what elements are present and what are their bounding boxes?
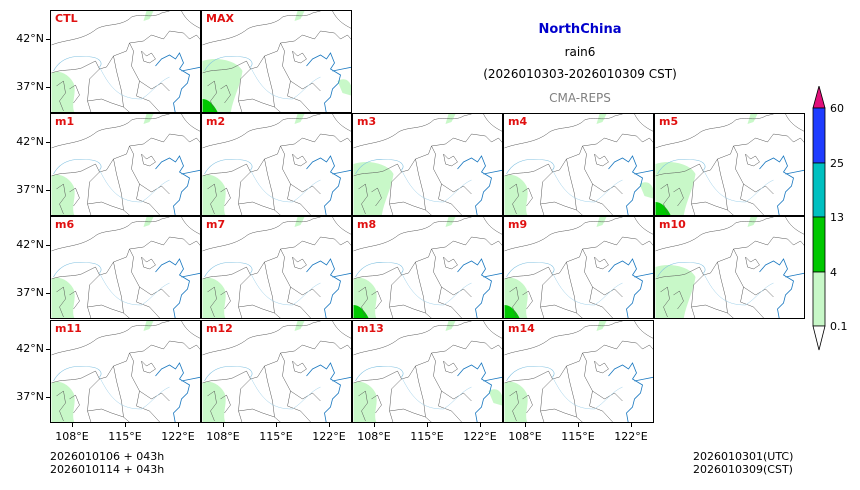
panel-label: m7 xyxy=(206,218,226,231)
x-tick-label: 108°E xyxy=(206,430,240,443)
colorbar-over-triangle xyxy=(812,86,826,109)
x-tick-label: 122°E xyxy=(614,430,648,443)
map-panel-m5: m5 xyxy=(654,113,805,216)
x-tick-mark xyxy=(125,423,126,427)
y-tick-label: 42°N xyxy=(16,135,44,148)
colorbar xyxy=(812,86,826,352)
map-panel-m2: m2 xyxy=(201,113,352,216)
panel-label: m1 xyxy=(55,115,75,128)
y-tick-mark xyxy=(46,245,50,246)
y-tick-label: 37°N xyxy=(16,390,44,403)
colorbar-level-25: 25 xyxy=(830,157,844,170)
panel-label: m4 xyxy=(508,115,528,128)
x-tick-label: 115°E xyxy=(108,430,142,443)
x-tick-label: 122°E xyxy=(312,430,346,443)
x-tick-mark xyxy=(329,423,330,427)
x-tick-label: 108°E xyxy=(55,430,89,443)
y-tick-label: 42°N xyxy=(16,342,44,355)
region-title: NorthChina xyxy=(538,22,622,37)
x-tick-mark xyxy=(276,423,277,427)
x-tick-label: 122°E xyxy=(463,430,497,443)
x-tick-label: 115°E xyxy=(259,430,293,443)
map-panel-m6: m6 xyxy=(50,216,201,319)
map-panel-m1: m1 xyxy=(50,113,201,216)
x-tick-mark xyxy=(480,423,481,427)
panel-label: m11 xyxy=(55,322,82,335)
x-tick-label: 108°E xyxy=(508,430,542,443)
map-panel-m7: m7 xyxy=(201,216,352,319)
x-tick-mark xyxy=(374,423,375,427)
panel-label: m13 xyxy=(357,322,384,335)
map-panel-m12: m12 xyxy=(201,320,352,423)
y-tick-label: 37°N xyxy=(16,286,44,299)
model-title: CMA-REPS xyxy=(549,91,611,105)
x-tick-mark xyxy=(525,423,526,427)
variable-title: rain6 xyxy=(564,45,596,59)
y-tick-label: 42°N xyxy=(16,238,44,251)
x-tick-mark xyxy=(223,423,224,427)
y-tick-mark xyxy=(46,39,50,40)
y-tick-label: 42°N xyxy=(16,32,44,45)
panel-label: m2 xyxy=(206,115,226,128)
colorbar-level-13: 13 xyxy=(830,211,844,224)
panel-label: m3 xyxy=(357,115,377,128)
colorbar-level-4: 4 xyxy=(830,266,837,279)
x-tick-mark xyxy=(578,423,579,427)
period-title: (2026010303-2026010309 CST) xyxy=(483,67,677,81)
panel-label: m5 xyxy=(659,115,679,128)
map-panel-m9: m9 xyxy=(503,216,654,319)
x-tick-label: 115°E xyxy=(410,430,444,443)
map-panel-m3: m3 xyxy=(352,113,503,216)
init-time-utc: 2026010301(UTC) xyxy=(693,450,794,463)
panel-label: m6 xyxy=(55,218,75,231)
y-tick-mark xyxy=(46,293,50,294)
map-panel-m4: m4 xyxy=(503,113,654,216)
y-tick-label: 37°N xyxy=(16,183,44,196)
panel-label: m12 xyxy=(206,322,233,335)
map-panel-max: MAX xyxy=(201,10,352,113)
y-tick-mark xyxy=(46,87,50,88)
init-time-cst: 2026010309(CST) xyxy=(693,463,793,476)
panel-label: m8 xyxy=(357,218,377,231)
x-tick-mark xyxy=(178,423,179,427)
forecast-range-1: 2026010106 + 043h xyxy=(50,450,165,463)
map-panel-ctl: CTL xyxy=(50,10,201,113)
map-panel-m11: m11 xyxy=(50,320,201,423)
map-panel-m10: m10 xyxy=(654,216,805,319)
map-panel-m14: m14 xyxy=(503,320,654,423)
x-tick-label: 122°E xyxy=(161,430,195,443)
panel-label: CTL xyxy=(55,12,78,25)
map-panel-m8: m8 xyxy=(352,216,503,319)
forecast-range-2: 2026010114 + 043h xyxy=(50,463,165,476)
map-panel-m13: m13 xyxy=(352,320,503,423)
colorbar-under-triangle xyxy=(812,325,826,351)
panel-label: m9 xyxy=(508,218,528,231)
colorbar-level-0-1: 0.1 xyxy=(830,320,848,333)
y-tick-mark xyxy=(46,190,50,191)
y-tick-mark xyxy=(46,142,50,143)
y-tick-mark xyxy=(46,349,50,350)
y-tick-mark xyxy=(46,397,50,398)
x-tick-label: 108°E xyxy=(357,430,391,443)
x-tick-label: 115°E xyxy=(561,430,595,443)
x-tick-mark xyxy=(427,423,428,427)
panel-label: MAX xyxy=(206,12,234,25)
colorbar-level-60: 60 xyxy=(830,102,844,115)
x-tick-mark xyxy=(72,423,73,427)
panel-label: m10 xyxy=(659,218,686,231)
x-tick-mark xyxy=(631,423,632,427)
panel-label: m14 xyxy=(508,322,535,335)
y-tick-label: 37°N xyxy=(16,80,44,93)
